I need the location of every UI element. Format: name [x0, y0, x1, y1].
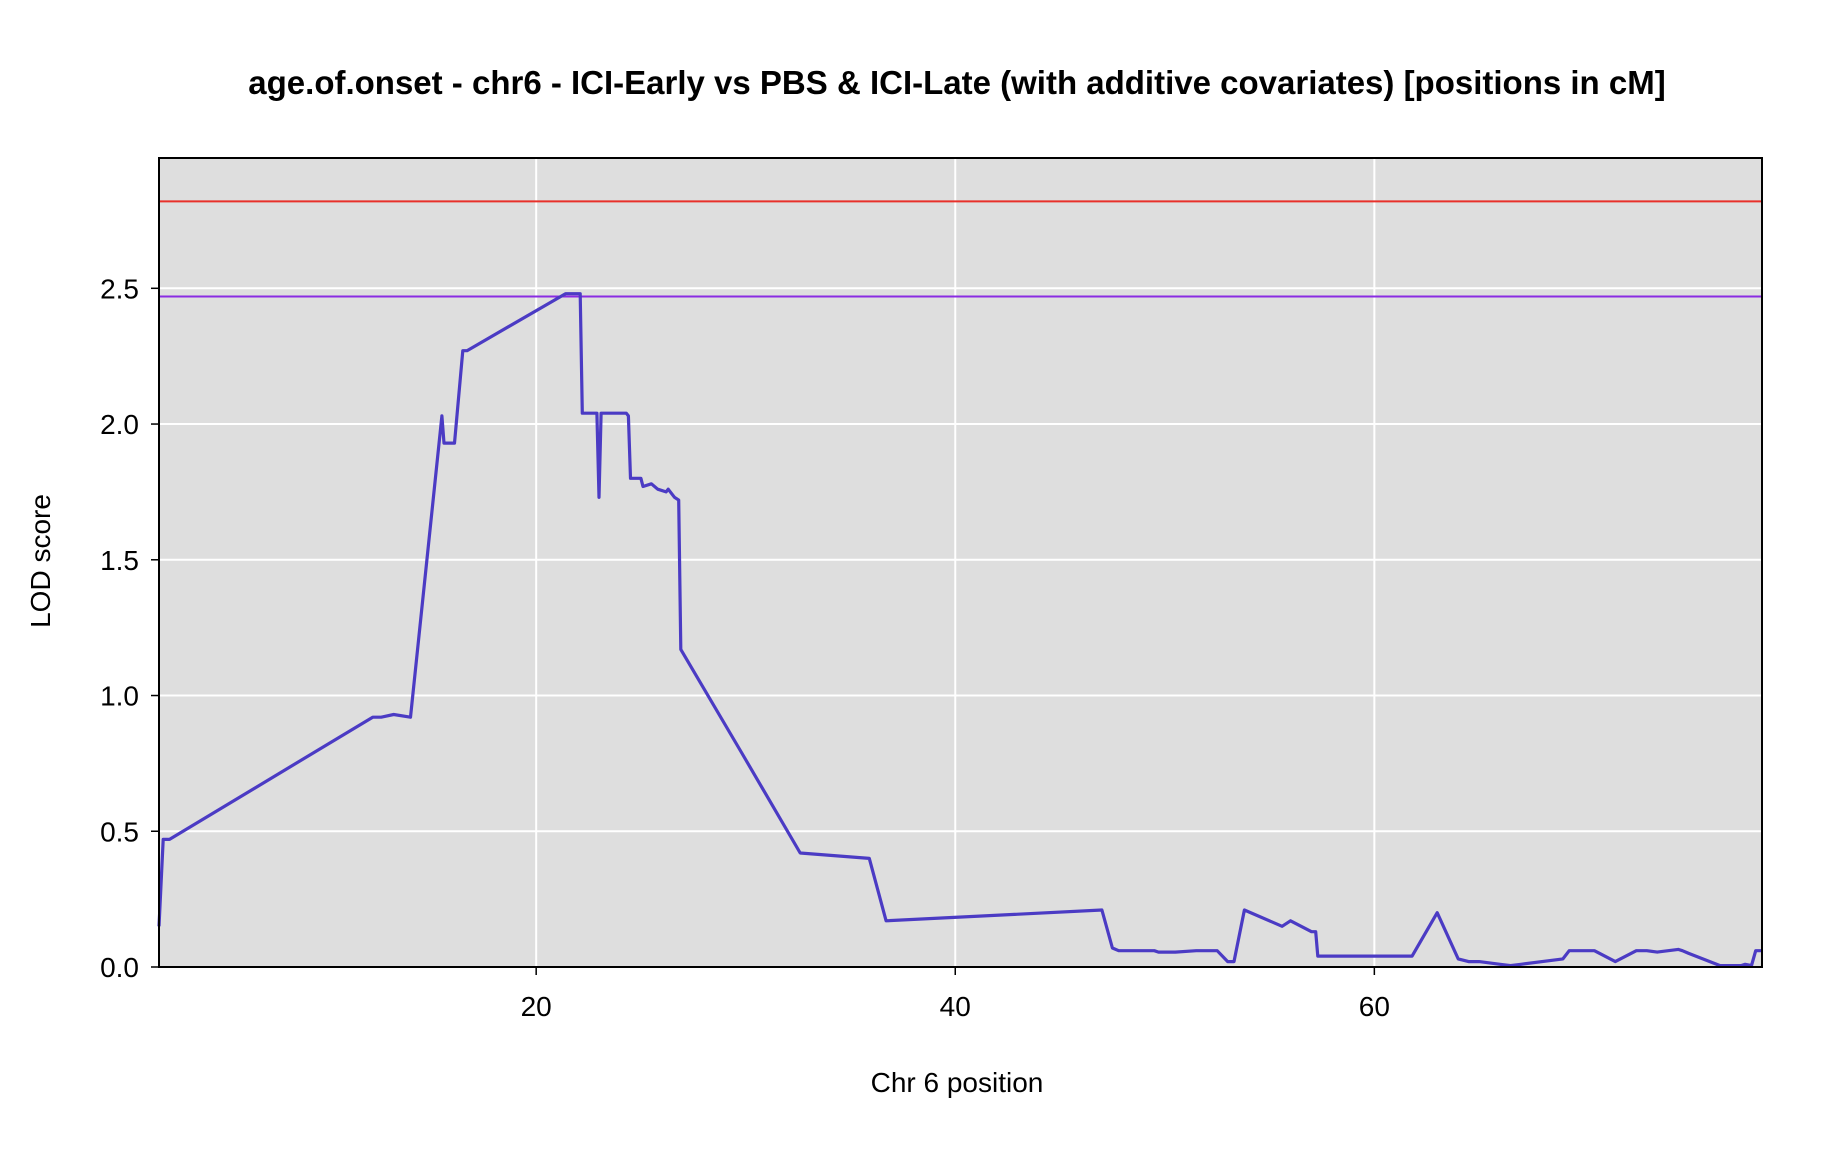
x-tick-label: 40: [940, 991, 971, 1022]
y-axis-ticks: 0.0 0.5 1.0 1.5 2.0 2.5: [100, 273, 159, 983]
x-tick-label: 20: [521, 991, 552, 1022]
series-line: [157, 292, 1762, 968]
y-tick-label: 2.5: [100, 273, 139, 304]
y-axis-label: LOD score: [25, 494, 56, 628]
plot-area: [157, 157, 1763, 968]
y-tick-label: 1.0: [100, 681, 139, 712]
x-axis-label: Chr 6 position: [871, 1067, 1044, 1098]
y-tick-label: 0.5: [100, 816, 139, 847]
x-tick-label: 60: [1359, 991, 1390, 1022]
y-tick-label: 0.0: [100, 952, 139, 983]
threshold-lines: [159, 200, 1762, 298]
y-tick-label: 2.0: [100, 409, 139, 440]
chart-title: age.of.onset - chr6 - ICI-Early vs PBS &…: [248, 64, 1665, 101]
plot-background: [159, 158, 1762, 967]
plot-frame: [158, 157, 1763, 968]
x-axis-ticks: 20 40 60: [521, 967, 1390, 1022]
y-tick-label: 1.5: [100, 545, 139, 576]
